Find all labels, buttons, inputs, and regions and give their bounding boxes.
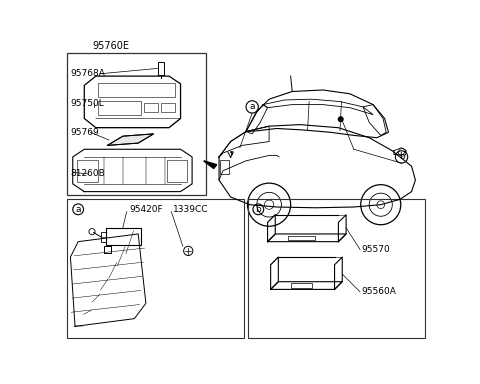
Bar [98,101,141,114]
Polygon shape [108,134,154,146]
Text: a: a [250,103,255,111]
Bar [220,160,229,174]
Bar [248,199,425,338]
Text: 95769: 95769 [71,128,99,137]
Bar [101,232,106,242]
Bar [106,228,141,245]
Text: 1339CC: 1339CC [173,205,208,214]
Circle shape [338,117,343,122]
Bar [98,83,175,97]
Bar [161,103,175,112]
Bar [144,103,158,112]
Polygon shape [204,161,217,169]
Text: a: a [75,205,81,214]
Bar [168,160,187,182]
Bar [291,283,312,288]
Bar [288,235,315,240]
Bar [158,62,164,74]
Text: 95750L: 95750L [71,99,104,108]
Text: 95570: 95570 [361,245,390,254]
Bar [77,160,98,182]
Bar [67,199,244,338]
Text: 95420F: 95420F [129,205,163,214]
Bar [67,53,206,195]
Text: 95560A: 95560A [361,287,396,296]
Text: b: b [255,205,261,214]
Text: 81260B: 81260B [71,169,105,179]
Text: 95760E: 95760E [92,41,129,51]
Text: 95768A: 95768A [71,69,105,78]
Text: b: b [399,152,405,161]
